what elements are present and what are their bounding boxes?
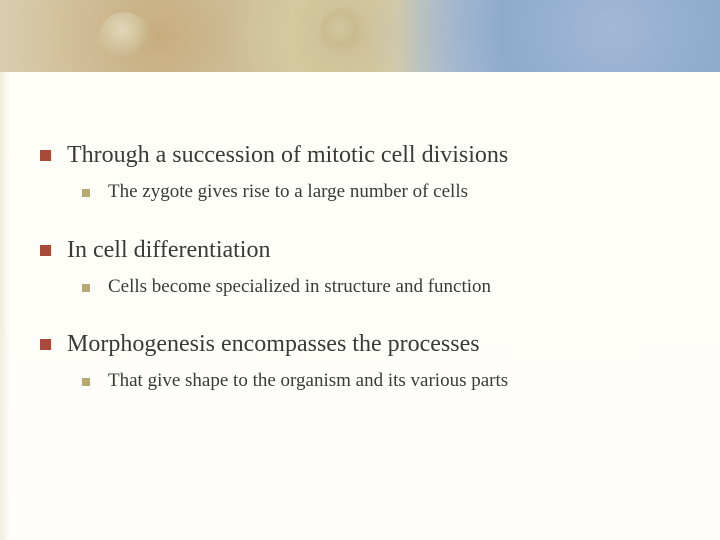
list-item-text: In cell differentiation [67,235,270,265]
list-item-text: Morphogenesis encompasses the processes [67,329,480,359]
list-item: Cells become specialized in structure an… [82,275,680,300]
list-item: That give shape to the organism and its … [82,369,680,394]
leaf-icon [315,3,369,57]
list-item-text: Cells become specialized in structure an… [108,275,491,300]
square-bullet-icon [40,339,51,350]
list-item: Morphogenesis encompasses the processes [40,329,680,359]
square-bullet-icon [82,189,90,197]
decorative-side-fade [0,72,10,540]
square-bullet-icon [82,378,90,386]
list-item: Through a succession of mitotic cell div… [40,140,680,170]
leaf-icon [92,4,156,68]
list-item-text: That give shape to the organism and its … [108,369,508,394]
slide: Through a succession of mitotic cell div… [0,0,720,540]
square-bullet-icon [82,284,90,292]
slide-content: Through a succession of mitotic cell div… [40,140,680,424]
list-item: The zygote gives rise to a large number … [82,180,680,205]
square-bullet-icon [40,245,51,256]
square-bullet-icon [40,150,51,161]
list-item-text: The zygote gives rise to a large number … [108,180,468,205]
decorative-top-border [0,0,720,72]
list-item: In cell differentiation [40,235,680,265]
list-item-text: Through a succession of mitotic cell div… [67,140,508,170]
